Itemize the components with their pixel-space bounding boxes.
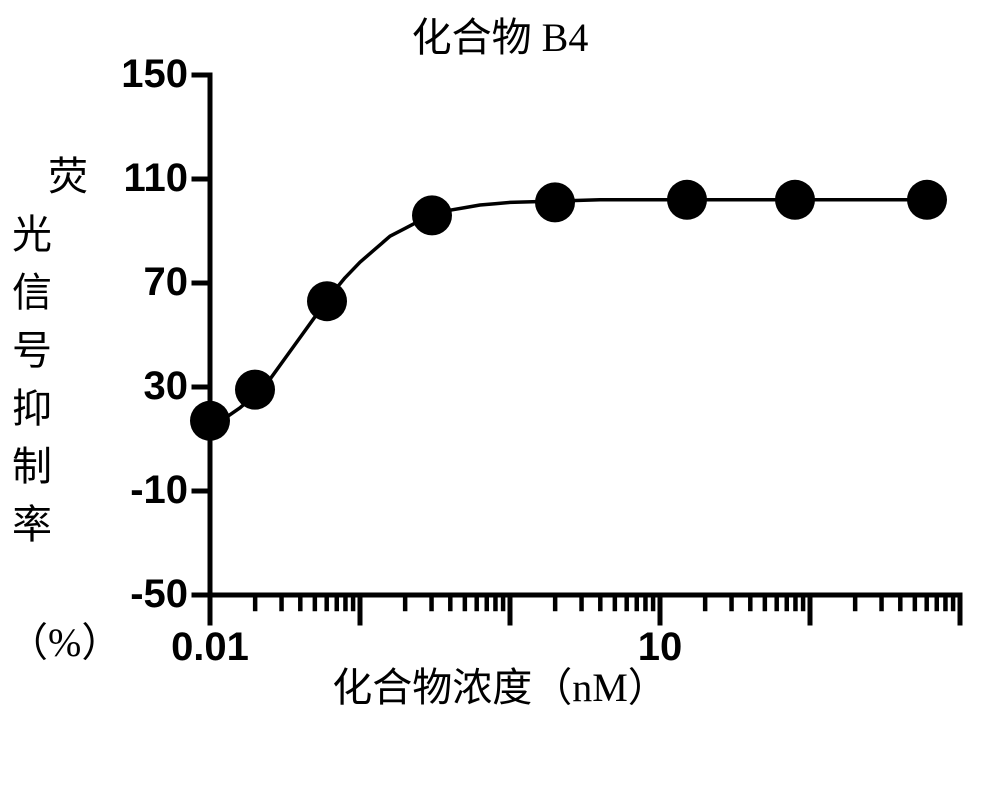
ticks-group (194, 75, 960, 623)
x-tick-label: 0.01 (150, 625, 270, 670)
axis-group (210, 75, 960, 595)
data-point (907, 180, 947, 220)
data-point (235, 370, 275, 410)
points-group (190, 180, 947, 441)
x-tick-label: 10 (600, 625, 720, 670)
data-point (190, 401, 230, 441)
y-tick-label: 150 (121, 52, 188, 97)
data-point (412, 195, 452, 235)
y-tick-label: 30 (144, 364, 189, 409)
y-tick-label: -50 (130, 572, 188, 617)
data-point (307, 281, 347, 321)
y-tick-label: 110 (123, 156, 188, 201)
data-point (775, 180, 815, 220)
data-point (667, 180, 707, 220)
data-point (535, 182, 575, 222)
y-tick-label: 70 (144, 260, 189, 305)
y-tick-label: -10 (130, 468, 188, 513)
chart-container: 化合物 B4 荧 光 信 号 抑 制 率 （%） 化合物浓度（nM） -50-1… (0, 0, 1000, 721)
